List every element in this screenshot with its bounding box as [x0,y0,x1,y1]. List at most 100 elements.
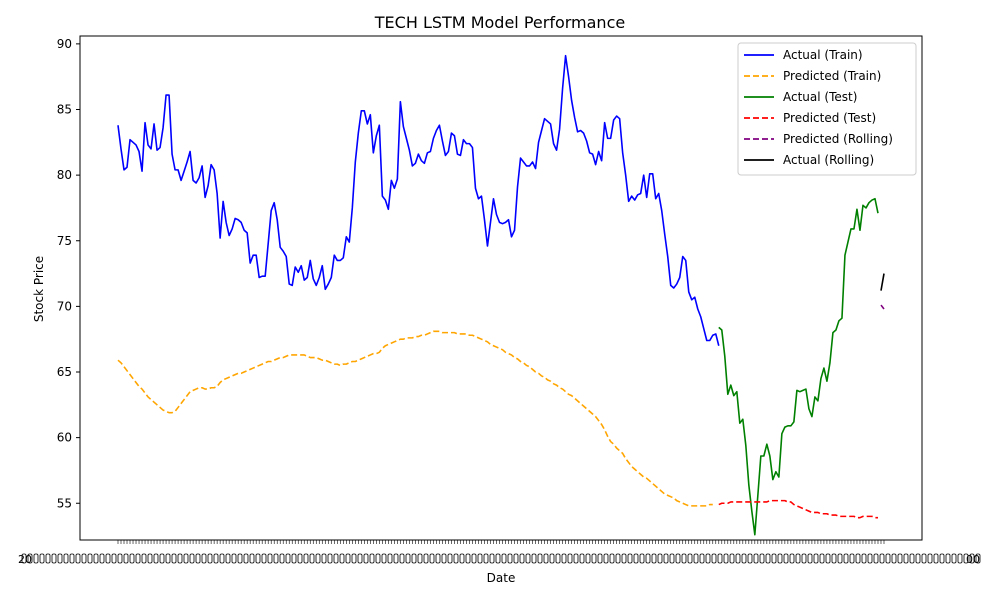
legend-label: Actual (Train) [783,48,863,62]
series-line-predicted-rolling [880,304,885,310]
x-tick-label-glyph [855,553,861,564]
x-tick-label-glyph [693,553,699,564]
x-tick-label-glyph [573,553,579,564]
x-tick-label-glyph [75,553,81,564]
x-tick-label-glyph [27,553,33,564]
x-tick-label-glyph [339,553,345,564]
series-line-actual-test [718,197,879,536]
x-tick-label-glyph [81,553,87,564]
x-tick-label-glyph [651,553,657,564]
x-tick-label-glyph [729,553,735,564]
x-tick-label-glyph [903,553,909,564]
x-tick-label-glyph [279,553,285,564]
x-tick-label-glyph [489,553,495,564]
x-tick-label-glyph [717,553,723,564]
x-tick-label-glyph [915,553,921,564]
y-axis: 55 60 65 70 75 80 85 90 [57,37,80,510]
y-tick-label: 90 [57,37,72,51]
x-tick-label-glyph [399,553,405,564]
x-tick-label-glyph [711,553,717,564]
x-tick-label-glyph [873,553,879,564]
y-tick-label: 70 [57,299,72,313]
x-tick-label-glyph [123,553,129,564]
x-tick-label-glyph [201,553,207,564]
x-tick-label-glyph [633,553,639,564]
plot-area [79,35,923,541]
x-tick-label-glyph [381,553,387,564]
legend-label: Predicted (Train) [783,69,881,83]
x-tick-label-glyph [753,553,759,564]
x-tick-label-glyph [549,553,555,564]
x-tick-label-glyph [93,553,99,564]
x-tick-label-glyph [585,553,591,564]
x-tick-label-glyph [45,553,51,564]
x-tick-label-glyph [759,553,765,564]
x-tick-label-glyph [231,553,237,564]
x-tick-label-glyph [657,553,663,564]
legend-label: Predicted (Test) [783,111,876,125]
x-tick-label-glyph [267,553,273,564]
x-tick-label-glyph [153,553,159,564]
x-tick-label-glyph [771,553,777,564]
series-line-predicted-test [718,499,878,519]
x-tick-label-glyph [357,553,363,564]
x-tick-label-glyph [627,553,633,564]
legend-box [737,42,917,176]
x-tick-label-glyph [957,553,963,564]
y-tick-label: 75 [57,234,72,248]
x-tick-label-glyph [387,553,393,564]
x-tick-label-glyph [921,553,927,564]
x-tick-label-glyph [579,553,585,564]
x-tick-label-glyph [609,553,615,564]
x-tick-label-glyph [225,553,231,564]
x-tick-label-glyph [129,553,135,564]
x-tick-label-glyph [783,553,789,564]
x-tick-label-glyph [819,553,825,564]
x-tick-label-glyph [705,553,711,564]
y-tick-label: 60 [57,431,72,445]
y-tick-label: 85 [57,103,72,117]
x-tick-label-glyph [945,553,951,564]
x-tick-label-glyph [21,553,27,564]
x-tick-label-glyph [333,553,339,564]
x-tick-label-glyph [273,553,279,564]
x-tick-label-left: 20 [18,553,32,566]
x-tick-label-glyph [441,553,447,564]
x-tick-label-glyph [531,553,537,564]
x-tick-label-glyph [183,553,189,564]
x-tick-label-glyph [405,553,411,564]
x-tick-label-glyph [87,553,93,564]
x-tick-label-glyph [807,553,813,564]
x-tick-label-glyph [471,553,477,564]
x-tick-label-glyph [207,553,213,564]
series-line-actual-rolling [880,273,885,291]
x-axis: 20 00 [18,540,981,566]
x-tick-label-glyph [375,553,381,564]
x-tick-label-glyph [909,553,915,564]
x-tick-label-glyph [69,553,75,564]
x-tick-label-glyph [861,553,867,564]
chart-title: TECH LSTM Model Performance [374,13,625,32]
x-tick-label-glyph [63,553,69,564]
x-tick-label-glyph [681,553,687,564]
x-tick-label-glyph [39,553,45,564]
x-tick-label-glyph [309,553,315,564]
x-tick-label-glyph [951,553,957,564]
x-tick-label-glyph [51,553,57,564]
x-tick-label-glyph [891,553,897,564]
x-tick-label-glyph [561,553,567,564]
x-tick-label-glyph [345,553,351,564]
x-tick-label-glyph [213,553,219,564]
legend-label: Predicted (Rolling) [783,132,893,146]
x-tick-label-glyph [261,553,267,564]
x-tick-label-glyph [849,553,855,564]
x-tick-label-glyph [675,553,681,564]
x-axis-label: Date [487,571,516,585]
x-tick-label-glyph [519,553,525,564]
x-tick-label-glyph [249,553,255,564]
x-tick-label-glyph [879,553,885,564]
y-tick-label: 65 [57,365,72,379]
x-tick-label-glyph [465,553,471,564]
x-tick-label-glyph [615,553,621,564]
